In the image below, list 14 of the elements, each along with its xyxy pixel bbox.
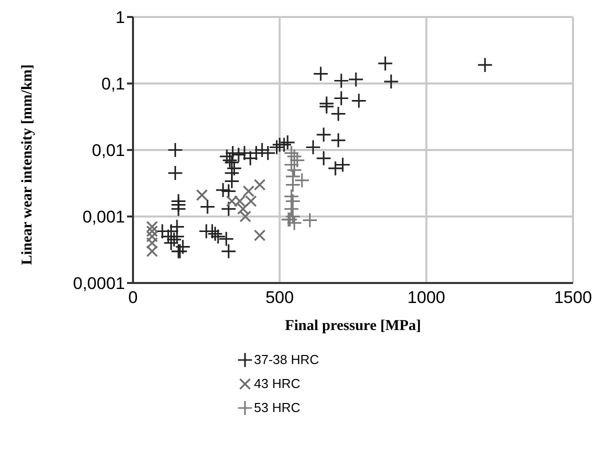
y-tick-label: 0,001 (82, 208, 125, 227)
x-tick-label: 1000 (407, 288, 446, 308)
y-tick-label: 0,1 (101, 74, 125, 94)
y-tick-label: 0,01 (92, 141, 125, 160)
x-tick-label: 500 (265, 288, 294, 308)
y-axis-title: Linear wear intensity [mm/km] (19, 64, 36, 265)
legend-label: 53 HRC (254, 399, 300, 417)
legend-label: 43 HRC (254, 375, 300, 393)
x-axis-title: Final pressure [MPa] (284, 318, 422, 334)
x-tick-label: 0 (128, 288, 138, 308)
legend-label: 37-38 HRC (254, 351, 320, 369)
x-tick-label: 1500 (554, 288, 592, 308)
y-tick-label: 0,0001 (73, 274, 125, 294)
y-tick-label: 1 (116, 8, 125, 28)
